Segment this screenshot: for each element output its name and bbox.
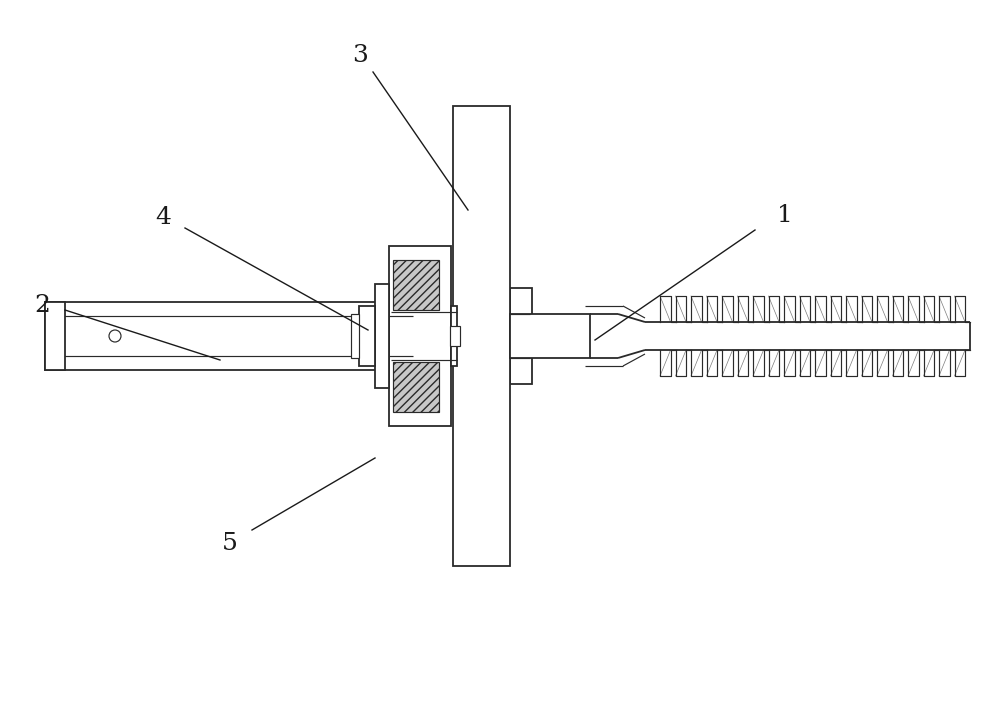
Bar [510, 288, 532, 384]
Polygon shape [393, 260, 439, 310]
Text: 2: 2 [34, 293, 50, 317]
Bar [359, 306, 375, 366]
Bar [450, 326, 460, 346]
Text: 1: 1 [777, 203, 793, 226]
Text: 3: 3 [352, 45, 368, 68]
Text: 5: 5 [222, 533, 238, 555]
Bar [451, 306, 457, 366]
Polygon shape [393, 362, 439, 412]
Bar [453, 106, 510, 566]
Bar [389, 246, 451, 426]
Text: 4: 4 [155, 205, 171, 229]
Bar [510, 314, 590, 358]
Bar [45, 302, 65, 370]
Bar [45, 302, 415, 370]
Circle shape [109, 330, 121, 342]
Bar [351, 314, 359, 358]
Bar [375, 284, 389, 388]
